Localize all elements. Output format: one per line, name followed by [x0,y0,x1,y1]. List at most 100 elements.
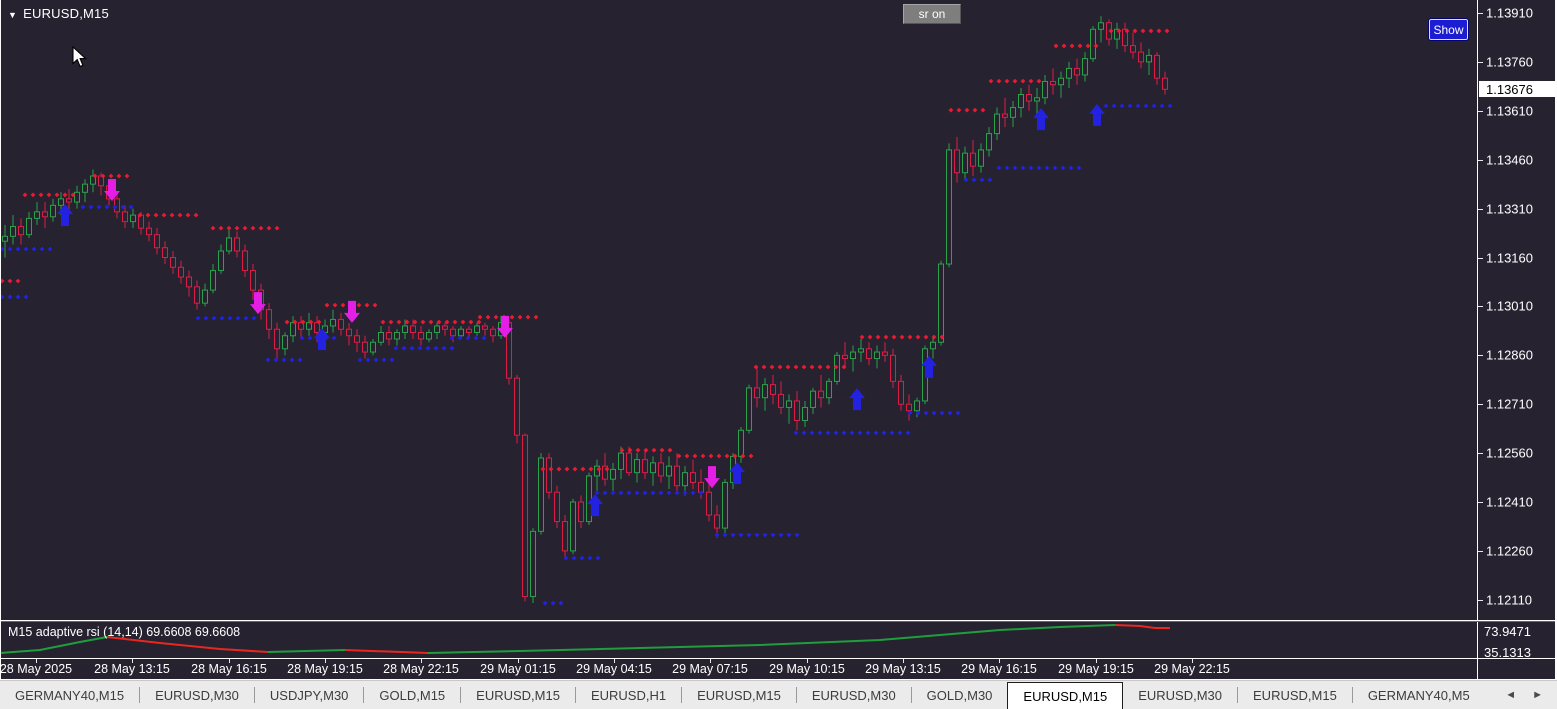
candle [850,345,856,372]
indicator-pane[interactable]: M15 adaptive rsi (14,14) 69.6608 69.6608 [0,622,1477,658]
price-tick-label: 1.13010 [1486,298,1533,314]
buy-arrow-icon [1089,103,1105,126]
candle [330,309,336,333]
candle [250,264,256,300]
support-dots [714,532,800,538]
tab-separator [574,687,576,703]
candle [1162,71,1168,95]
chart-tab-eurusd-m30[interactable]: EURUSD,M30 [1138,687,1223,703]
show-button[interactable]: Show [1428,18,1469,41]
chart-tab-germany40-m5[interactable]: GERMANY40,M5 [1367,687,1470,703]
price-tick-mark [1478,257,1483,259]
candle [482,322,488,336]
candle [394,329,400,346]
time-tick-label: 29 May 16:15 [961,662,1037,676]
price-tick-label: 1.13460 [1486,152,1533,168]
candle [42,202,48,229]
price-tick-mark [1478,110,1483,112]
time-tick-mark [1096,659,1097,663]
price-tick-label: 1.13760 [1486,54,1533,70]
indicator-time-divider [0,658,1557,659]
sell-arrow-icon [250,292,266,315]
candle [714,505,720,538]
chart-tab-eurusd-h1[interactable]: EURUSD,H1 [590,687,667,703]
chart-indicator-divider[interactable] [0,620,1557,621]
candle [994,107,1000,141]
time-tick-mark [325,659,326,663]
candle [578,495,584,529]
main-chart-area[interactable] [0,0,1477,620]
candle [378,325,384,346]
candle [778,381,784,414]
time-tick-mark [1192,659,1193,663]
candle [354,329,360,353]
price-tick-label: 1.12710 [1486,396,1533,412]
candle [898,374,904,411]
candle [1066,61,1072,88]
candle [242,244,248,278]
chart-tab-eurusd-m30[interactable]: EURUSD,M30 [155,687,239,703]
candle [866,342,872,366]
chart-tab-gold-m30[interactable]: GOLD,M30 [926,687,993,703]
candle [538,453,544,535]
support-dots [563,555,601,561]
time-tick-mark [518,659,519,663]
chart-tab-eurusd-m15[interactable]: EURUSD,M15 [1007,682,1124,709]
buy-arrow-icon [57,203,73,226]
resistance-dots [859,334,945,340]
chart-tab-eurusd-m15[interactable]: EURUSD,M15 [1253,687,1337,703]
candle [674,453,680,493]
buy-arrow-icon [921,355,937,378]
scroll-right-icon[interactable]: ► [1532,689,1543,701]
chart-tab-usdjpy-m30[interactable]: USDJPY,M30 [269,687,349,703]
candle [1098,16,1104,43]
candle [434,322,440,339]
candle [1026,84,1032,111]
candle [226,228,232,255]
price-axis[interactable]: 1.13910 1.13760 1.13610 1.13460 1.13310 1.131… [1477,0,1557,679]
time-tick-mark [421,659,422,663]
buy-arrow-icon [587,494,603,517]
tabs-holder: GERMANY40,M15 EURUSD,M30 USDJPY,M30 GOLD,M1… [0,681,1485,709]
time-tick-label: 28 May 16:15 [191,662,267,676]
symbol-timeframe-text: EURUSD,M15 [23,6,109,21]
chart-tab-eurusd-m15[interactable]: EURUSD,M15 [697,687,781,703]
candle [410,319,416,339]
resistance-dots [1053,43,1099,49]
candle [618,446,624,480]
candle [170,250,176,274]
mouse-cursor-icon [72,46,88,68]
time-tick-mark [614,659,615,663]
candle [426,329,432,343]
time-axis[interactable]: 28 May 2025 28 May 13:15 28 May 16:15 28 Ma… [0,659,1557,679]
tab-separator [363,687,365,703]
time-tab-divider [0,679,1557,680]
candle [890,348,896,388]
tab-separator [1351,687,1353,703]
chart-symbol-label: ▼ EURUSD,M15 [8,6,109,21]
buy-arrow-icon [1033,108,1049,131]
price-tick-mark [1478,159,1483,161]
sell-arrow-icon [344,300,360,323]
support-dots [80,204,134,210]
price-tick-label: 1.13160 [1486,250,1533,265]
chart-tab-eurusd-m30[interactable]: EURUSD,M30 [811,687,896,703]
chart-tab-eurusd-m15[interactable]: EURUSD,M15 [476,687,560,703]
candle [1082,52,1088,82]
resistance-dots [0,278,21,284]
rsi-line-segment [106,636,269,653]
candle [810,387,816,414]
support-dots [963,177,993,183]
scroll-left-icon[interactable]: ◄ [1505,689,1517,701]
chart-tab-germany40-m15[interactable]: GERMANY40,M15 [15,687,125,703]
rsi-line-segment [427,624,1116,654]
resistance-dots [92,173,130,179]
candle [66,189,72,212]
chart-tab-gold-m15[interactable]: GOLD,M15 [379,687,446,703]
candle [826,378,832,405]
candle [818,374,824,408]
support-dots [0,246,53,252]
tab-separator [460,687,462,703]
sr-toggle-button[interactable]: sr on [903,4,961,24]
tab-separator [1237,687,1239,703]
